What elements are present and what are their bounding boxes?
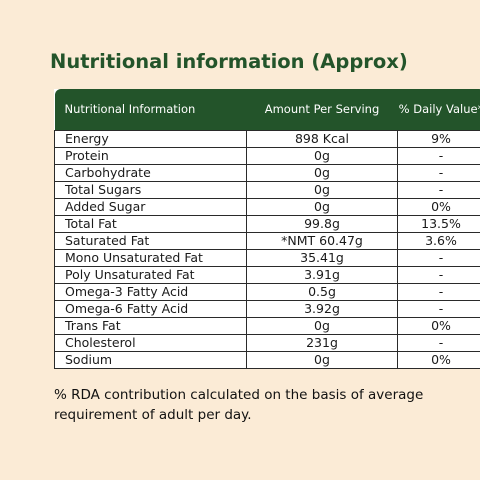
- table-header-row: Nutritional Information Amount Per Servi…: [54, 89, 480, 131]
- nutrient-daily-value: 0%: [397, 317, 480, 335]
- nutrient-daily-value: 3.6%: [397, 232, 480, 250]
- nutrient-daily-value: -: [397, 164, 480, 182]
- nutrient-name: Trans Fat: [54, 317, 247, 335]
- nutrient-amount: 99.8g: [246, 215, 398, 233]
- table-row: Total Fat 99.8g 13.5%: [54, 215, 480, 233]
- nutrient-amount: 0g: [246, 351, 398, 369]
- nutrition-table: Nutritional Information Amount Per Servi…: [54, 89, 480, 369]
- nutrient-daily-value: -: [397, 283, 480, 301]
- nutrient-amount: 0g: [246, 317, 398, 335]
- nutrient-name: Total Fat: [54, 215, 247, 233]
- nutrient-daily-value: -: [397, 181, 480, 199]
- nutrient-name: Total Sugars: [54, 181, 247, 199]
- nutrient-daily-value: -: [397, 147, 480, 165]
- nutrient-daily-value: -: [397, 249, 480, 267]
- nutrient-name: Poly Unsaturated Fat: [54, 266, 247, 284]
- nutrient-daily-value: 0%: [397, 351, 480, 369]
- nutrient-amount: 0g: [246, 181, 398, 199]
- page-title: Nutritional information (Approx): [50, 50, 408, 73]
- nutrient-name: Omega-3 Fatty Acid: [54, 283, 247, 301]
- nutrient-name: Energy: [54, 130, 247, 148]
- table-row: Trans Fat 0g 0%: [54, 317, 480, 335]
- table-row: Total Sugars 0g -: [54, 181, 480, 199]
- nutrient-amount: 35.41g: [246, 249, 398, 267]
- nutrient-daily-value: 9%: [397, 130, 480, 148]
- table-row: Sodium 0g 0%: [54, 351, 480, 369]
- nutrient-amount: 0.5g: [246, 283, 398, 301]
- nutrient-name: Carbohydrate: [54, 164, 247, 182]
- nutrient-name: Saturated Fat: [54, 232, 247, 250]
- nutrient-name: Cholesterol: [54, 334, 247, 352]
- table-row: Saturated Fat *NMT 60.47g 3.6%: [54, 232, 480, 250]
- table-row: Poly Unsaturated Fat 3.91g -: [54, 266, 480, 284]
- table-row: Added Sugar 0g 0%: [54, 198, 480, 216]
- table-row: Protein 0g -: [54, 147, 480, 165]
- nutrient-amount: 0g: [246, 198, 398, 216]
- nutrient-daily-value: -: [397, 300, 480, 318]
- nutrient-daily-value: 0%: [397, 198, 480, 216]
- nutrient-daily-value: 13.5%: [397, 215, 480, 233]
- header-amount-per-serving: Amount Per Serving: [246, 89, 398, 131]
- table-row: Mono Unsaturated Fat 35.41g -: [54, 249, 480, 267]
- table-row: Omega-6 Fatty Acid 3.92g -: [54, 300, 480, 318]
- table-row: Cholesterol 231g -: [54, 334, 480, 352]
- table-row: Energy 898 Kcal 9%: [54, 130, 480, 148]
- nutrient-amount: 0g: [246, 147, 398, 165]
- nutrient-name: Added Sugar: [54, 198, 247, 216]
- nutrient-name: Protein: [54, 147, 247, 165]
- table-row: Omega-3 Fatty Acid 0.5g -: [54, 283, 480, 301]
- nutrient-name: Omega-6 Fatty Acid: [54, 300, 247, 318]
- nutrient-amount: 231g: [246, 334, 398, 352]
- footnote: % RDA contribution calculated on the bas…: [54, 387, 424, 423]
- nutrient-daily-value: -: [397, 266, 480, 284]
- nutrient-amount: *NMT 60.47g: [246, 232, 398, 250]
- nutrient-name: Mono Unsaturated Fat: [54, 249, 247, 267]
- nutrient-amount: 3.92g: [246, 300, 398, 318]
- header-daily-value: % Daily Value*: [397, 89, 480, 131]
- nutrient-name: Sodium: [54, 351, 247, 369]
- nutrient-amount: 0g: [246, 164, 398, 182]
- header-nutritional-information: Nutritional Information: [54, 89, 247, 131]
- nutrient-daily-value: -: [397, 334, 480, 352]
- table-row: Carbohydrate 0g -: [54, 164, 480, 182]
- nutrient-amount: 3.91g: [246, 266, 398, 284]
- nutrient-amount: 898 Kcal: [246, 130, 398, 148]
